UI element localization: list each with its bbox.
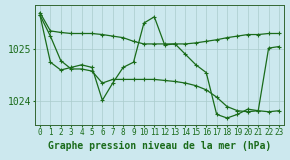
X-axis label: Graphe pression niveau de la mer (hPa): Graphe pression niveau de la mer (hPa) [48,141,271,152]
